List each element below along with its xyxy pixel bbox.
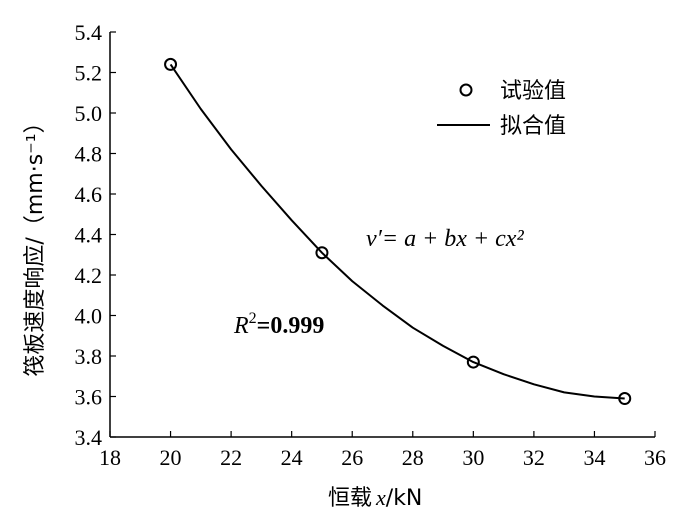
y-axis-ticks: 3.4 3.6 3.8 4.0 4.2 4.4 4.6 4.8 5.0 5.2 5.4 [75,20,116,450]
y-tick-label: 3.6 [75,385,103,410]
legend-label-fit: 拟合值 [500,114,566,139]
y-tick-label: 5.4 [75,20,103,45]
y-tick-label: 4.6 [75,182,103,207]
x-axis-title-main: 恒载 [328,486,372,511]
axes-frame [109,32,655,438]
r2-symbol: R [233,313,249,339]
fit-equation: v′= a + bx + cx² [366,226,524,252]
x-tick-label: 22 [220,445,242,470]
y-tick-label: 4.2 [75,263,103,288]
x-axis-title: 恒载 x/kN [328,485,422,511]
x-tick-label: 36 [644,445,666,470]
x-tick-label: 18 [99,445,121,470]
y-tick-label: 3.8 [75,344,103,369]
r-squared: R2=0.999 [233,310,324,339]
y-tick-label: 4.8 [75,142,103,167]
legend-label-test: 试验值 [500,79,566,104]
y-tick-label: 5.2 [75,61,103,86]
r2-superscript: 2 [249,310,257,327]
data-point-marker [315,246,329,260]
legend-marker-icon [459,83,473,97]
y-tick-label: 3.4 [75,425,103,450]
x-axis-ticks: 18 20 22 24 26 28 30 32 34 36 [99,431,666,470]
legend: 试验值 拟合值 [437,79,566,139]
data-point-marker [466,355,480,369]
x-axis-title-var: x [375,485,386,510]
fit-curve-line [169,63,625,400]
x-tick-label: 30 [462,445,484,470]
data-points-layer [164,57,632,406]
x-tick-label: 32 [523,445,545,470]
x-axis-title-unit: /kN [386,486,423,511]
y-tick-label: 5.0 [75,101,103,126]
y-tick-label: 4.0 [75,304,103,329]
x-tick-label: 34 [583,445,605,470]
x-tick-label: 28 [402,445,424,470]
x-tick-label: 20 [160,445,182,470]
y-tick-label: 4.4 [75,223,103,248]
fit-curve-layer [169,63,625,400]
data-point-marker [164,57,178,71]
y-axis-title: 筏板速度响应/（mm·s⁻¹） [23,111,48,376]
x-tick-label: 24 [281,445,303,470]
x-tick-label: 26 [341,445,363,470]
data-point-marker [618,392,632,406]
r2-value: =0.999 [257,313,325,339]
